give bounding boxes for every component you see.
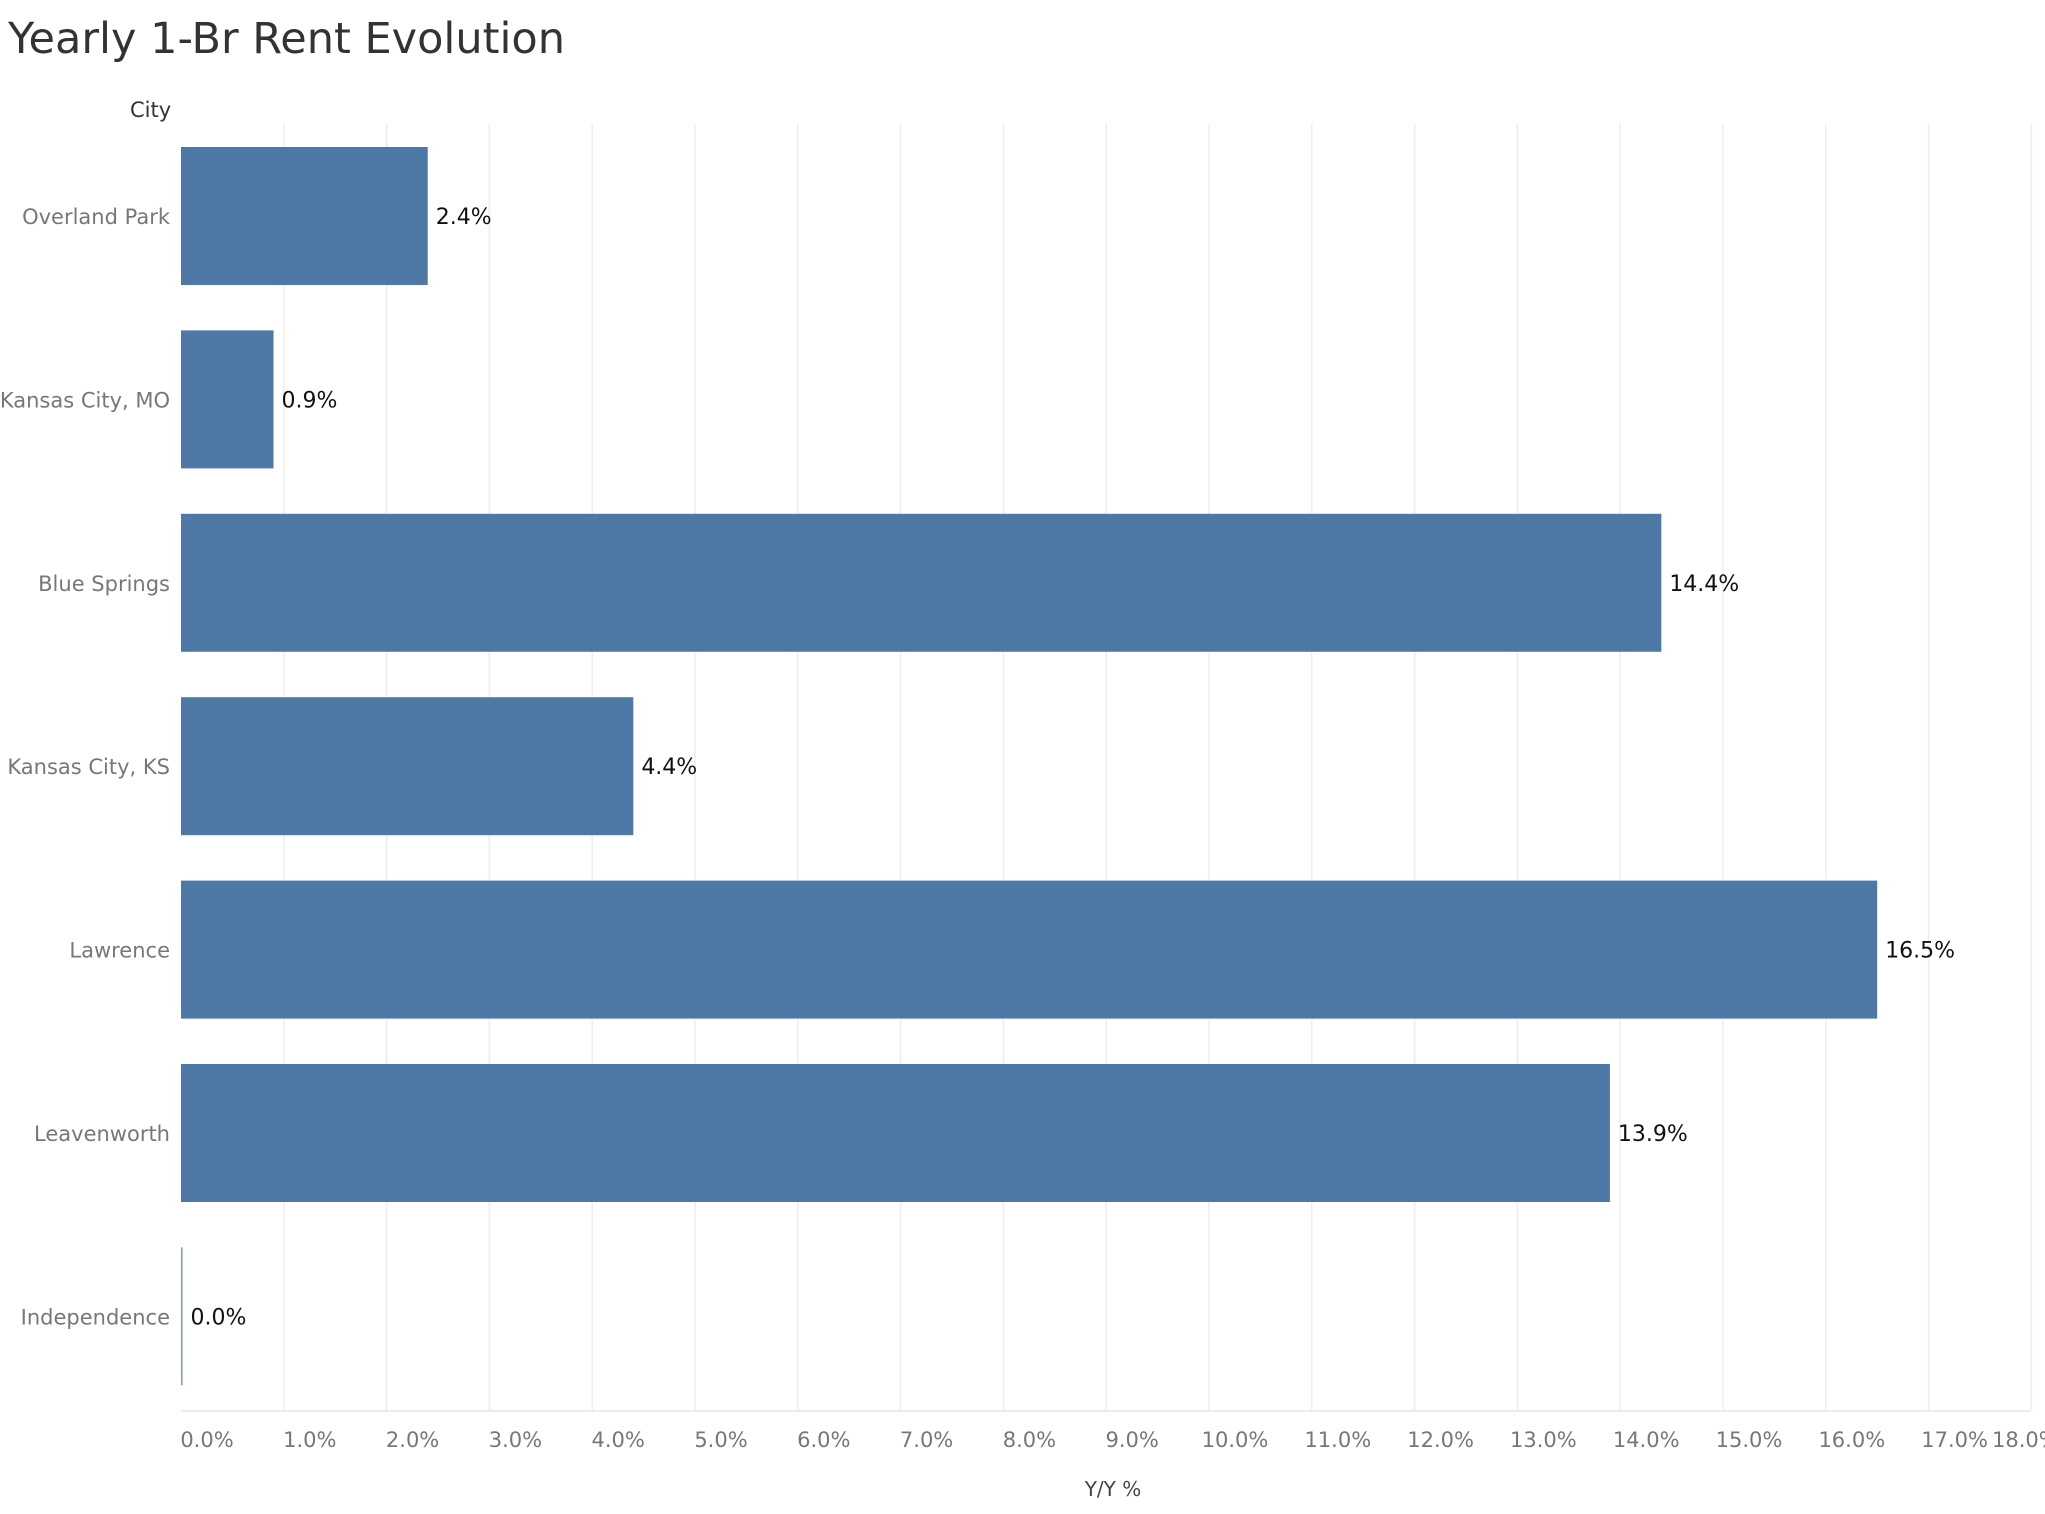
bar <box>181 1064 1610 1202</box>
bar <box>181 147 428 285</box>
data-label: 0.9% <box>282 388 338 413</box>
labels: Overland Park 2.4% Kansas City, MO 0.9% Blue… <box>0 205 1955 1330</box>
data-label: 4.4% <box>641 755 697 780</box>
x-tick-label: 7.0% <box>900 1428 953 1452</box>
category-label: Independence <box>21 1305 170 1329</box>
x-tick-label: 2.0% <box>386 1428 439 1452</box>
x-tick-label: 4.0% <box>592 1428 645 1452</box>
x-tick-label: 5.0% <box>694 1428 747 1452</box>
x-axis-title: Y/Y % <box>1084 1477 1142 1501</box>
bars <box>181 147 1878 1386</box>
x-tick-label: 11.0% <box>1304 1428 1371 1452</box>
x-tick-label: 6.0% <box>797 1428 850 1452</box>
data-label: 2.4% <box>436 205 492 230</box>
x-tick-label: 18.0% <box>1992 1428 2045 1452</box>
category-label: Lawrence <box>69 939 170 963</box>
x-tick-label: 14.0% <box>1613 1428 1680 1452</box>
category-label: Blue Springs <box>38 572 170 596</box>
category-label: Overland Park <box>22 205 171 229</box>
bar <box>181 697 634 836</box>
x-axis-ticks: 0.0% 1.0% 2.0% 3.0% 4.0% 5.0% 6.0% 7.0% 8.0% 9.0%… <box>180 1428 2045 1452</box>
data-label: 16.5% <box>1885 939 1955 964</box>
category-label: Kansas City, KS <box>7 755 170 779</box>
x-tick-label: 15.0% <box>1716 1428 1783 1452</box>
category-label: Kansas City, MO <box>0 388 170 412</box>
data-label: 13.9% <box>1618 1122 1688 1147</box>
x-tick-label: 3.0% <box>489 1428 542 1452</box>
data-label: 14.4% <box>1669 572 1739 597</box>
x-tick-label: 8.0% <box>1003 1428 1056 1452</box>
category-label: Leavenworth <box>34 1122 170 1146</box>
bar <box>181 880 1878 1019</box>
x-tick-label: 12.0% <box>1407 1428 1474 1452</box>
x-tick-label: 1.0% <box>283 1428 336 1452</box>
x-tick-label: 13.0% <box>1510 1428 1577 1452</box>
data-label: 0.0% <box>191 1305 247 1330</box>
x-tick-label: 17.0% <box>1921 1428 1988 1452</box>
chart-title: Yearly 1-Br Rent Evolution <box>8 14 565 64</box>
x-tick-label: 9.0% <box>1106 1428 1159 1452</box>
bar <box>181 513 1662 652</box>
x-tick-label: 10.0% <box>1202 1428 1269 1452</box>
x-tick-label: 16.0% <box>1818 1428 1885 1452</box>
bar <box>181 1247 183 1386</box>
bar <box>181 330 274 469</box>
dimension-header: City <box>130 98 171 122</box>
x-tick-label: 0.0% <box>180 1428 233 1452</box>
